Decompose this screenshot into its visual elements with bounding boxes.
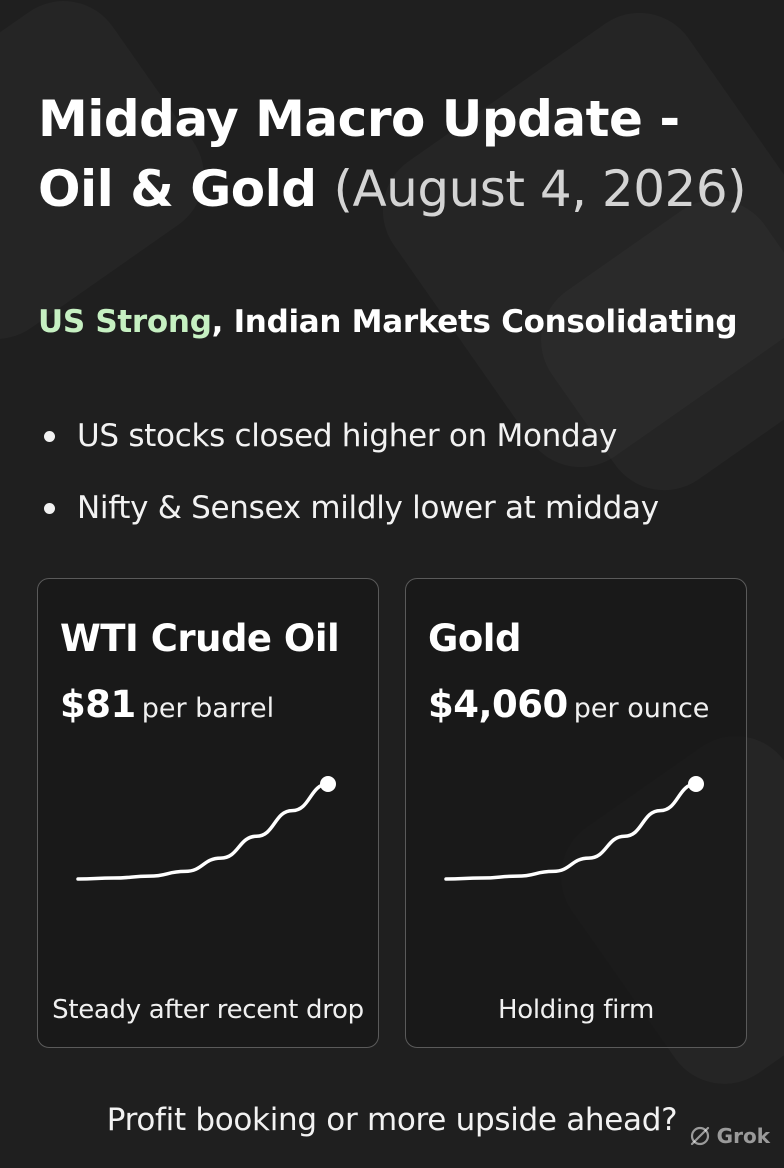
price-value: $4,060	[428, 683, 568, 726]
title-topic: Oil & Gold	[38, 160, 317, 218]
oil-trend-sparkline	[76, 776, 336, 881]
watermark-text: Grok	[716, 1124, 770, 1148]
trend-line	[76, 782, 330, 881]
card-caption: Steady after recent drop	[52, 995, 364, 1025]
price-unit: per barrel	[141, 693, 275, 724]
subheading-rest: , Indian Markets Consolidating	[211, 304, 738, 340]
bullet-dot-icon	[44, 502, 55, 514]
watermark: Grok	[689, 1124, 770, 1148]
list-item: Nifty & Sensex mildly lower at midday	[40, 472, 659, 544]
price-value: $81	[60, 683, 136, 726]
bullet-text: Nifty & Sensex mildly lower at midday	[77, 490, 659, 526]
trend-line	[444, 782, 698, 881]
gold-card: Gold $4,060 per ounce Holding firm	[405, 578, 747, 1048]
trend-endpoint-marker	[320, 776, 336, 792]
list-item: US stocks closed higher on Monday	[40, 400, 659, 472]
trend-endpoint-marker	[688, 776, 704, 792]
gold-trend-sparkline	[444, 776, 704, 881]
title-date: (August 4, 2026)	[333, 160, 747, 218]
card-title: WTI Crude Oil	[60, 617, 340, 660]
card-caption: Holding firm	[498, 995, 654, 1025]
grok-logo-icon	[690, 1126, 709, 1146]
page-title: Midday Macro Update - Oil & Gold (August…	[38, 84, 758, 224]
card-title: Gold	[428, 617, 521, 660]
price-row: $4,060 per ounce	[428, 683, 709, 726]
subheading: US Strong, Indian Markets Consolidating	[38, 304, 768, 340]
subheading-accent: US Strong	[38, 304, 212, 340]
bullet-dot-icon	[44, 430, 55, 442]
bullet-text: US stocks closed higher on Monday	[77, 418, 618, 454]
price-row: $81 per barrel	[60, 683, 274, 726]
title-line-2: Oil & Gold (August 4, 2026)	[38, 154, 758, 224]
price-unit: per ounce	[573, 693, 710, 724]
footer-question: Profit booking or more upside ahead?	[106, 1102, 678, 1138]
bullet-list: US stocks closed higher on Monday Nifty …	[40, 400, 659, 544]
oil-card: WTI Crude Oil $81 per barrel Steady after…	[37, 578, 379, 1048]
title-line-1: Midday Macro Update -	[38, 90, 680, 148]
